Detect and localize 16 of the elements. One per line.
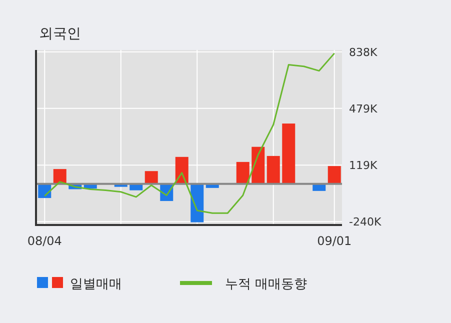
bar — [282, 124, 296, 184]
xtick: 09/01 — [317, 234, 352, 248]
ytick: 838K — [349, 46, 378, 59]
legend: 누적 매매동향 — [225, 277, 308, 292]
bar — [236, 162, 250, 184]
bar — [53, 169, 66, 184]
bar — [144, 171, 158, 184]
ytick: -240K — [349, 216, 382, 229]
ytick: 119K — [349, 159, 378, 172]
title: 외국인 — [39, 26, 81, 42]
bar — [328, 166, 341, 184]
xtick: 08/04 — [27, 234, 62, 248]
legend: 일별매매 — [70, 277, 122, 292]
ytick: 479K — [349, 102, 378, 116]
bar — [190, 184, 204, 222]
bar — [266, 156, 280, 184]
